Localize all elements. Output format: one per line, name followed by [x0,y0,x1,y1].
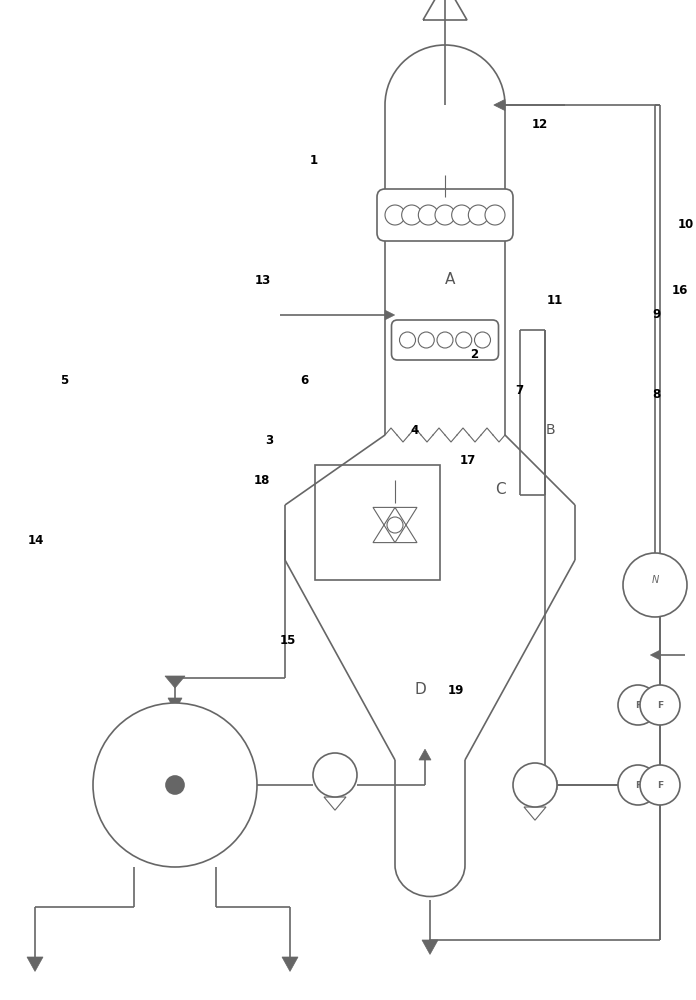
Polygon shape [168,698,182,711]
Polygon shape [493,99,505,111]
Circle shape [452,205,472,225]
Text: 14: 14 [28,534,45,546]
Circle shape [166,776,184,794]
Circle shape [418,205,438,225]
Circle shape [418,332,434,348]
Text: B: B [545,423,555,437]
Circle shape [468,205,489,225]
Text: 3: 3 [265,434,273,446]
Circle shape [402,205,422,225]
Circle shape [623,553,687,617]
Circle shape [400,332,416,348]
Circle shape [456,332,472,348]
Text: 8: 8 [652,388,661,401]
Text: 17: 17 [460,454,476,466]
Text: 6: 6 [300,373,308,386]
Polygon shape [547,780,557,790]
Circle shape [640,685,680,725]
Polygon shape [385,310,395,320]
Text: F: F [635,780,641,790]
Text: 10: 10 [678,219,694,232]
Polygon shape [650,650,660,660]
Bar [315,465,440,580]
Text: C: C [495,483,505,497]
Circle shape [640,765,680,805]
Circle shape [485,205,505,225]
Polygon shape [282,957,298,971]
Text: D: D [414,682,426,698]
Text: 19: 19 [448,684,464,696]
Polygon shape [547,780,557,790]
Polygon shape [27,957,43,971]
Circle shape [513,763,557,807]
Text: 15: 15 [280,634,296,647]
Polygon shape [165,676,185,688]
Circle shape [435,205,455,225]
Text: 4: 4 [410,424,418,436]
Text: 7: 7 [515,383,523,396]
FancyBboxPatch shape [377,189,513,241]
Text: F: F [635,700,641,710]
Circle shape [387,517,403,533]
FancyBboxPatch shape [392,320,498,360]
Text: 11: 11 [547,294,563,306]
Text: 18: 18 [254,474,270,487]
Text: 12: 12 [532,118,548,131]
Polygon shape [422,940,438,954]
Text: 5: 5 [60,373,68,386]
Text: F: F [657,700,663,710]
Circle shape [618,765,658,805]
Text: 9: 9 [652,308,661,322]
Circle shape [475,332,491,348]
Text: F: F [657,780,663,790]
Circle shape [313,753,357,797]
Circle shape [618,685,658,725]
Text: 2: 2 [470,349,478,361]
Text: N: N [651,575,658,585]
Text: 1: 1 [310,153,318,166]
Text: A: A [445,272,455,288]
Polygon shape [419,749,431,760]
Circle shape [437,332,453,348]
Circle shape [93,703,257,867]
Text: 13: 13 [255,273,271,286]
Text: 16: 16 [672,284,688,296]
Circle shape [385,205,405,225]
